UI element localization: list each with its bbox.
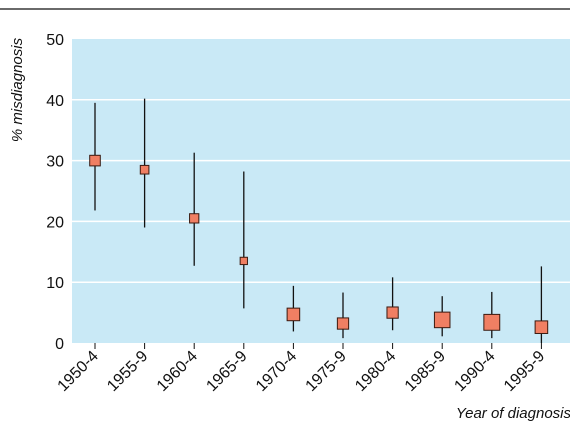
x-axis-title: Year of diagnosis bbox=[456, 405, 570, 422]
y-tick-label: 40 bbox=[46, 93, 64, 110]
x-tick-label: 1965-9 bbox=[203, 348, 250, 395]
x-tick-label: 1980-4 bbox=[352, 348, 399, 395]
y-tick-label: 20 bbox=[46, 214, 64, 231]
x-axis: 1950-4 1955-9 1960-4 1965-9 1970-4 1975-9 1980… bbox=[55, 343, 549, 395]
data-point bbox=[387, 307, 398, 318]
x-tick-label: 1950-4 bbox=[55, 348, 102, 395]
y-tick-label: 0 bbox=[55, 336, 64, 353]
data-point bbox=[90, 155, 101, 166]
data-point bbox=[287, 308, 300, 321]
x-tick-label: 1975-9 bbox=[303, 348, 350, 395]
data-point bbox=[240, 257, 247, 264]
x-tick-label: 1955-9 bbox=[104, 348, 151, 395]
x-tick-label: 1960-4 bbox=[154, 348, 201, 395]
x-tick-label: 1990-4 bbox=[451, 348, 498, 395]
data-point bbox=[434, 312, 450, 328]
x-tick-label: 1995-9 bbox=[501, 348, 548, 395]
y-tick-label: 30 bbox=[46, 154, 64, 171]
y-axis: 0 10 20 30 40 50 bbox=[46, 32, 64, 353]
y-tick-label: 10 bbox=[46, 275, 64, 292]
data-point bbox=[535, 321, 548, 334]
data-point bbox=[190, 214, 199, 223]
y-tick-label: 50 bbox=[46, 32, 64, 49]
data-point bbox=[337, 318, 348, 329]
x-tick-label: 1970-4 bbox=[253, 348, 300, 395]
data-point bbox=[140, 165, 149, 174]
plot-area bbox=[72, 39, 570, 343]
y-axis-title: % misdiagnosis bbox=[9, 37, 26, 142]
x-tick-label: 1985-9 bbox=[402, 348, 449, 395]
data-point bbox=[484, 314, 500, 330]
